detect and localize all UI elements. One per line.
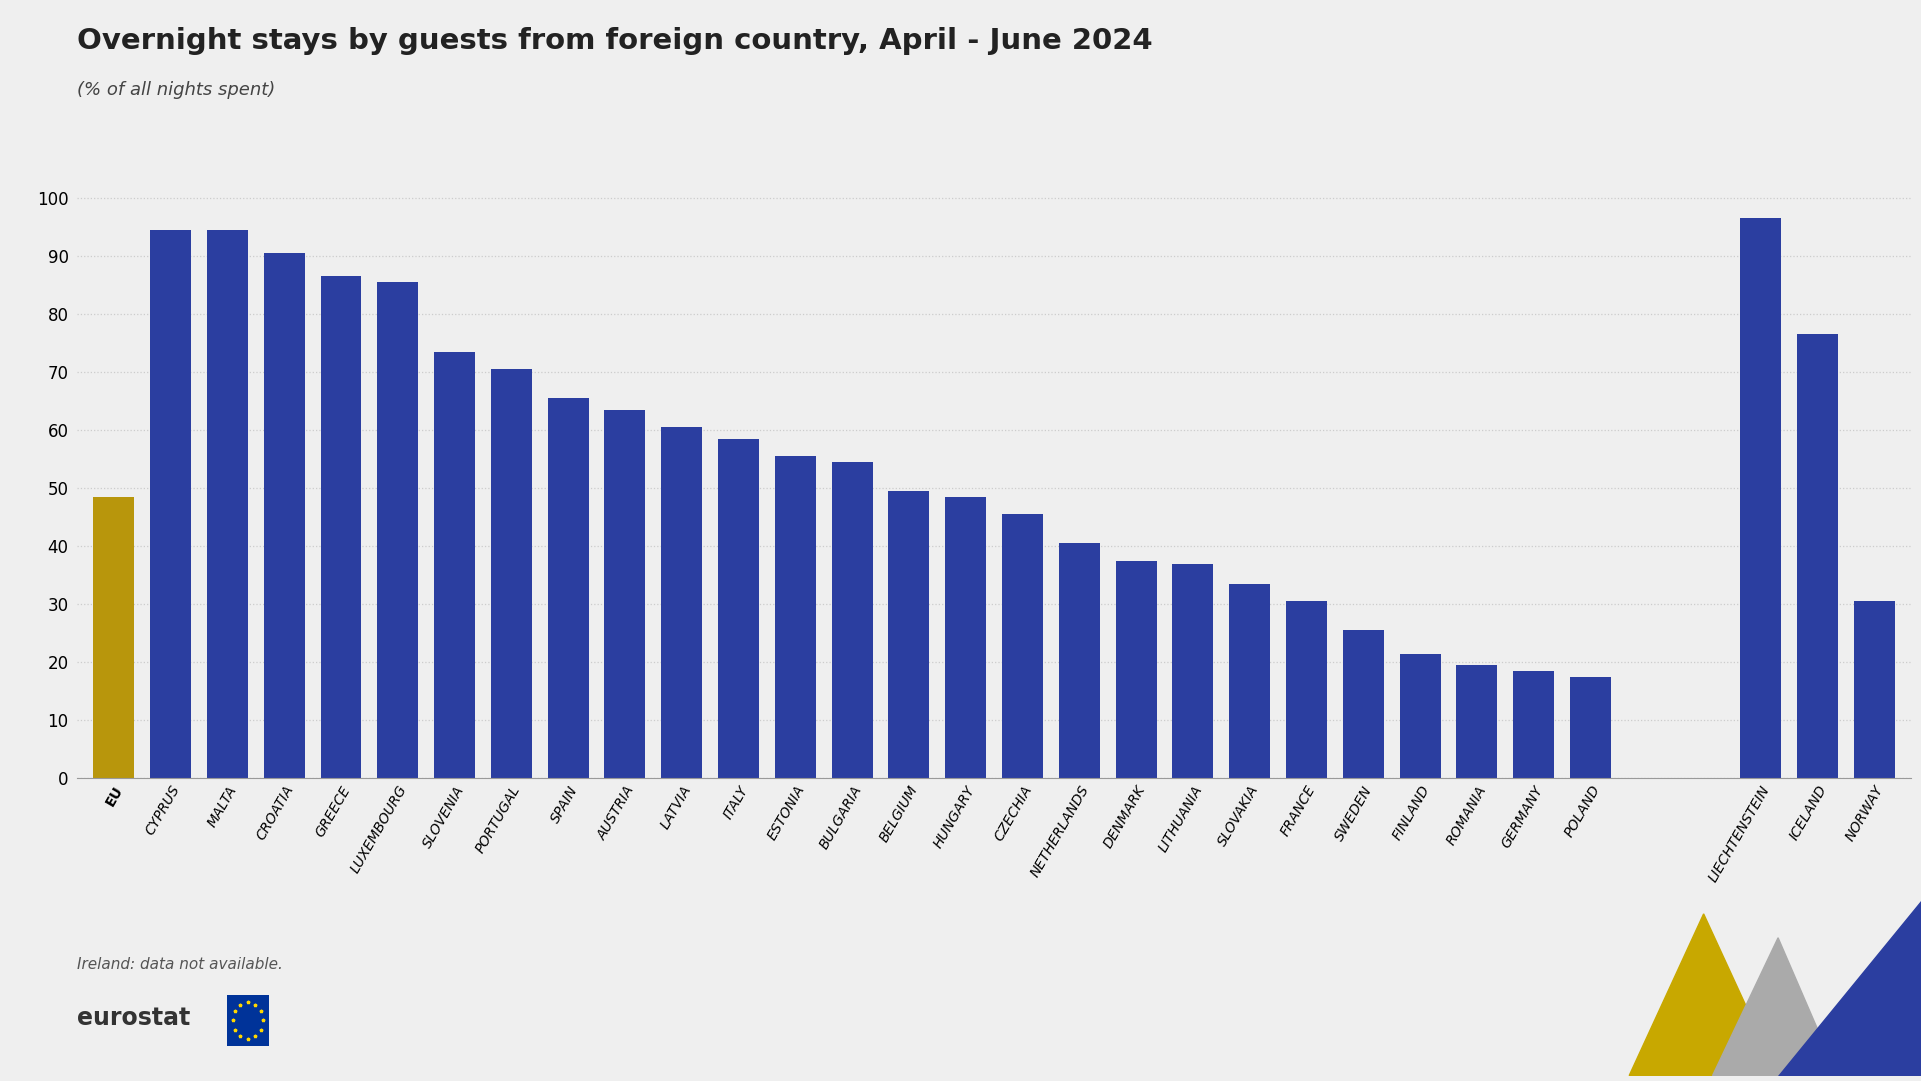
Polygon shape — [1714, 937, 1838, 1076]
Bar — [1740, 218, 1781, 778]
Polygon shape — [1629, 913, 1779, 1076]
Bar — [889, 491, 930, 778]
Bar — [832, 462, 872, 778]
Bar — [605, 410, 645, 778]
Bar — [1456, 665, 1496, 778]
Bar — [1229, 584, 1270, 778]
Bar — [492, 369, 532, 778]
Bar — [321, 276, 361, 778]
Bar — [434, 351, 474, 778]
Bar — [1172, 563, 1214, 778]
Bar — [1798, 334, 1838, 778]
Bar — [1285, 601, 1327, 778]
Bar — [1058, 543, 1099, 778]
Bar — [150, 230, 190, 778]
Bar — [547, 398, 588, 778]
Text: eurostat: eurostat — [77, 1006, 190, 1030]
Bar — [1514, 671, 1554, 778]
Bar — [774, 456, 816, 778]
Bar — [377, 282, 419, 778]
Bar — [1116, 561, 1156, 778]
Text: Overnight stays by guests from foreign country, April - June 2024: Overnight stays by guests from foreign c… — [77, 27, 1153, 55]
Bar — [1400, 654, 1441, 778]
Bar — [94, 497, 134, 778]
Bar — [1343, 630, 1383, 778]
Bar — [1003, 515, 1043, 778]
Bar — [661, 427, 703, 778]
Bar — [718, 439, 759, 778]
Bar — [1569, 677, 1612, 778]
Polygon shape — [1779, 902, 1921, 1076]
Bar — [945, 497, 985, 778]
Text: (% of all nights spent): (% of all nights spent) — [77, 81, 275, 99]
Bar — [263, 253, 305, 778]
Text: Ireland: data not available.: Ireland: data not available. — [77, 957, 282, 972]
Bar — [207, 230, 248, 778]
Bar — [1854, 601, 1894, 778]
